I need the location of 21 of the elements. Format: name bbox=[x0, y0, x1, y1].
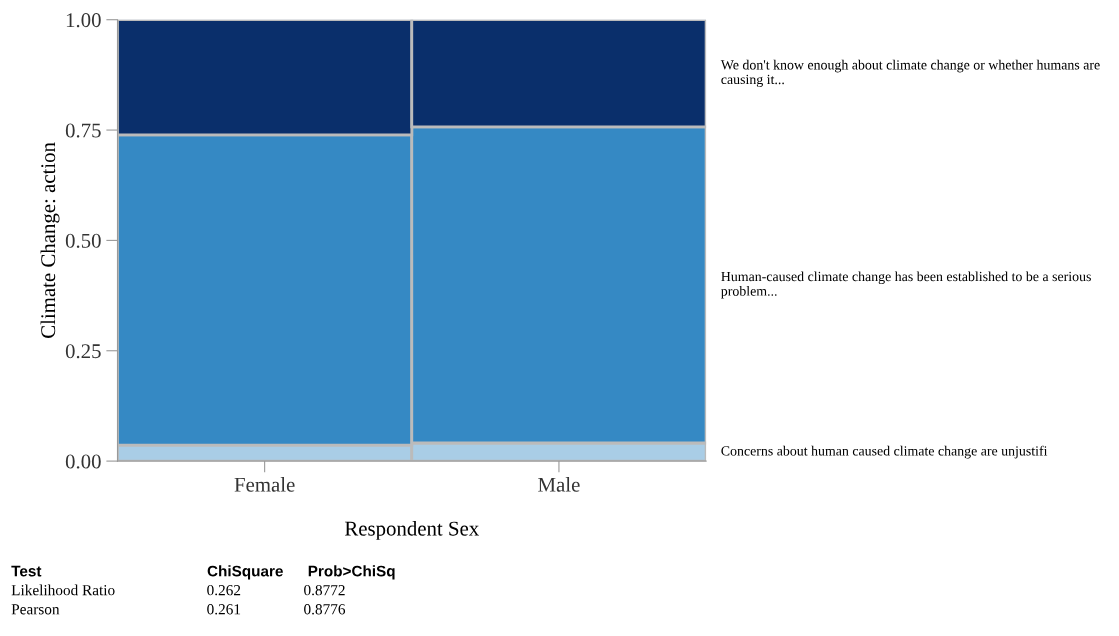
series-label: Concerns about human caused climate change are unjustifi bbox=[721, 445, 1048, 459]
text: 0.8776 bbox=[304, 604, 346, 615]
text: Test bbox=[11, 565, 42, 577]
x-axis-title: Respondent Sex bbox=[344, 520, 479, 540]
y-tick-label: 0.00 bbox=[65, 454, 101, 469]
x-tick-label: Female bbox=[234, 477, 295, 492]
text: Prob>ChiSq bbox=[308, 565, 395, 580]
y-tick-label: 0.50 bbox=[65, 233, 101, 248]
text: Likelihood Ratio bbox=[11, 584, 115, 596]
y-axis-title: Climate Change: action bbox=[40, 142, 60, 338]
series-label: We don't know enough about climate change or whether humans are causing it... bbox=[720, 59, 1100, 87]
text: 0.261 bbox=[207, 604, 241, 615]
text: 0.8772 bbox=[304, 584, 345, 596]
x-tick-label: Male bbox=[538, 477, 580, 492]
text: 0.262 bbox=[207, 584, 241, 596]
series-label: Human-caused climate change has been established to be a serious problem... bbox=[721, 271, 1091, 299]
text: ChiSquare bbox=[207, 565, 283, 580]
y-tick-label: 0.75 bbox=[65, 123, 101, 138]
y-tick-label: 1.00 bbox=[66, 13, 101, 28]
text: Pearson bbox=[11, 604, 60, 615]
y-tick-label: 0.25 bbox=[65, 344, 101, 359]
